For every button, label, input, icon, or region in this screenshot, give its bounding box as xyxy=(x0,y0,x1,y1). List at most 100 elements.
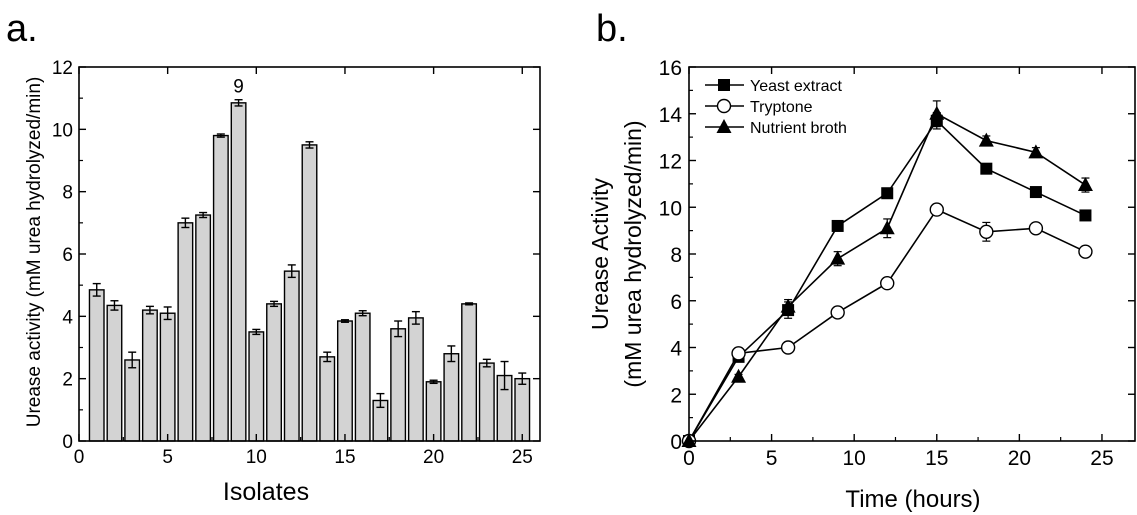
y-tick-label: 16 xyxy=(659,57,682,80)
bar-isolate-10 xyxy=(248,331,265,442)
y-tick-label: 4 xyxy=(62,307,73,328)
error-bar-isolate-18 xyxy=(394,320,403,338)
data-point-nutrient-broth xyxy=(731,368,747,383)
bar-isolate-3 xyxy=(124,359,141,442)
panel-a-chart: a. Urease activity (mM urea hydrolyzed/m… xyxy=(6,8,541,506)
legend-label-tryptone: Tryptone xyxy=(750,99,813,116)
data-point-tryptone xyxy=(731,346,746,361)
data-point-yeast-extract xyxy=(1029,186,1042,199)
bar-isolate-15 xyxy=(336,320,353,442)
legend-item-nutrient-broth: Nutrient broth xyxy=(705,119,847,137)
y-tick-label: 8 xyxy=(62,183,73,204)
panel-b-y-axis-label-line1: Urease Activity xyxy=(587,177,613,330)
error-bar-isolate-22 xyxy=(465,302,474,306)
bar-isolate-8 xyxy=(212,134,229,442)
y-tick-label: 14 xyxy=(659,104,683,127)
panel-b-x-axis-label: Time (hours) xyxy=(845,486,980,513)
annotation-isolate-9: 9 xyxy=(233,77,244,98)
bar-isolate-25 xyxy=(514,377,531,442)
bar-isolate-21 xyxy=(443,353,460,442)
bar-isolate-2 xyxy=(106,304,123,442)
legend-label-yeast-extract: Yeast extract xyxy=(750,78,842,95)
bar-isolate-19 xyxy=(407,317,424,442)
legend-label-nutrient-broth: Nutrient broth xyxy=(750,120,847,137)
error-bar-isolate-7 xyxy=(199,211,208,219)
error-bar-isolate-23 xyxy=(482,358,491,368)
bar-isolate-5 xyxy=(159,312,176,442)
y-tick-label: 6 xyxy=(62,245,73,266)
bar-isolate-22 xyxy=(461,303,478,442)
data-point-nutrient-broth xyxy=(978,132,994,147)
bar-isolate-14 xyxy=(319,356,336,442)
bar-isolate-16 xyxy=(354,312,371,442)
data-point-yeast-extract xyxy=(980,162,993,175)
y-tick-label: 4 xyxy=(670,338,682,361)
error-bar-isolate-25 xyxy=(518,372,527,385)
x-tick-label: 10 xyxy=(246,447,267,468)
bar-isolate-1 xyxy=(88,289,105,442)
error-bar-isolate-10 xyxy=(252,328,261,336)
error-bar-isolate-9 xyxy=(234,99,243,107)
y-tick-label: 12 xyxy=(659,151,682,174)
data-point-tryptone xyxy=(929,202,944,217)
bar-isolate-18 xyxy=(390,328,407,442)
bar-isolate-20 xyxy=(425,381,442,442)
x-tick-label: 5 xyxy=(766,447,778,470)
panel-b-label: b. xyxy=(596,8,628,50)
error-bar-isolate-21 xyxy=(447,345,456,363)
y-tick-label: 0 xyxy=(62,432,73,453)
y-tick-label: 6 xyxy=(670,291,682,314)
data-point-tryptone xyxy=(1028,221,1044,236)
x-tick-label: 20 xyxy=(423,447,444,468)
bar-isolate-11 xyxy=(266,303,283,442)
panel-a-x-axis-label: Isolates xyxy=(223,478,309,506)
data-point-tryptone xyxy=(880,276,895,291)
bar-isolate-23 xyxy=(478,362,495,442)
data-point-nutrient-broth xyxy=(929,105,945,120)
data-point-yeast-extract xyxy=(881,187,894,200)
data-point-nutrient-broth xyxy=(830,250,846,265)
panel-b-chart: b. Urease Activity (mM urea hydrolyzed/m… xyxy=(587,8,1136,513)
series-line-tryptone xyxy=(688,208,1086,442)
legend-marker-yeast-extract xyxy=(718,79,730,91)
x-tick-label: 10 xyxy=(843,447,866,470)
data-point-nutrient-broth xyxy=(879,220,895,235)
error-bar-isolate-13 xyxy=(305,141,314,149)
error-bar-isolate-17 xyxy=(376,392,385,409)
error-bar-isolate-1 xyxy=(92,282,101,297)
x-tick-label: 25 xyxy=(1090,447,1113,470)
legend-item-tryptone: Tryptone xyxy=(705,98,813,116)
panel-b-y-axis-label-line2: (mM urea hydrolyzed/min) xyxy=(620,120,646,387)
y-tick-label: 10 xyxy=(659,197,682,220)
error-bar-isolate-12 xyxy=(287,264,296,279)
x-tick-label: 25 xyxy=(512,447,533,468)
data-point-tryptone xyxy=(830,305,845,320)
x-tick-label: 15 xyxy=(334,447,355,468)
error-bar-isolate-16 xyxy=(358,310,367,317)
error-bar-isolate-5 xyxy=(163,306,172,321)
error-bar-isolate-15 xyxy=(340,319,349,323)
data-point-nutrient-broth xyxy=(780,298,796,313)
x-tick-label: 20 xyxy=(1008,447,1031,470)
y-tick-label: 12 xyxy=(52,58,73,79)
bar-isolate-4 xyxy=(141,309,158,442)
data-point-nutrient-broth xyxy=(1028,144,1044,159)
data-point-tryptone xyxy=(780,340,796,355)
error-bar-isolate-6 xyxy=(181,217,190,229)
legend-marker-nutrient-broth xyxy=(716,119,732,133)
x-tick-label: 0 xyxy=(683,447,695,470)
error-bar-isolate-2 xyxy=(110,300,119,311)
legend-item-yeast-extract: Yeast extract xyxy=(705,78,842,95)
bar-isolate-7 xyxy=(195,214,212,442)
error-bar-isolate-3 xyxy=(128,351,137,369)
bar-isolate-6 xyxy=(177,222,194,442)
error-bar-isolate-14 xyxy=(323,351,332,363)
error-bar-isolate-24 xyxy=(500,360,509,391)
error-bar-isolate-19 xyxy=(411,310,420,325)
y-tick-label: 2 xyxy=(62,370,73,391)
bar-isolate-9 xyxy=(230,102,247,442)
y-tick-label: 0 xyxy=(670,431,682,454)
legend-marker-tryptone xyxy=(716,98,732,114)
panel-a-y-axis-label: Urease activity (mM urea hydrolyzed/min) xyxy=(24,77,45,428)
